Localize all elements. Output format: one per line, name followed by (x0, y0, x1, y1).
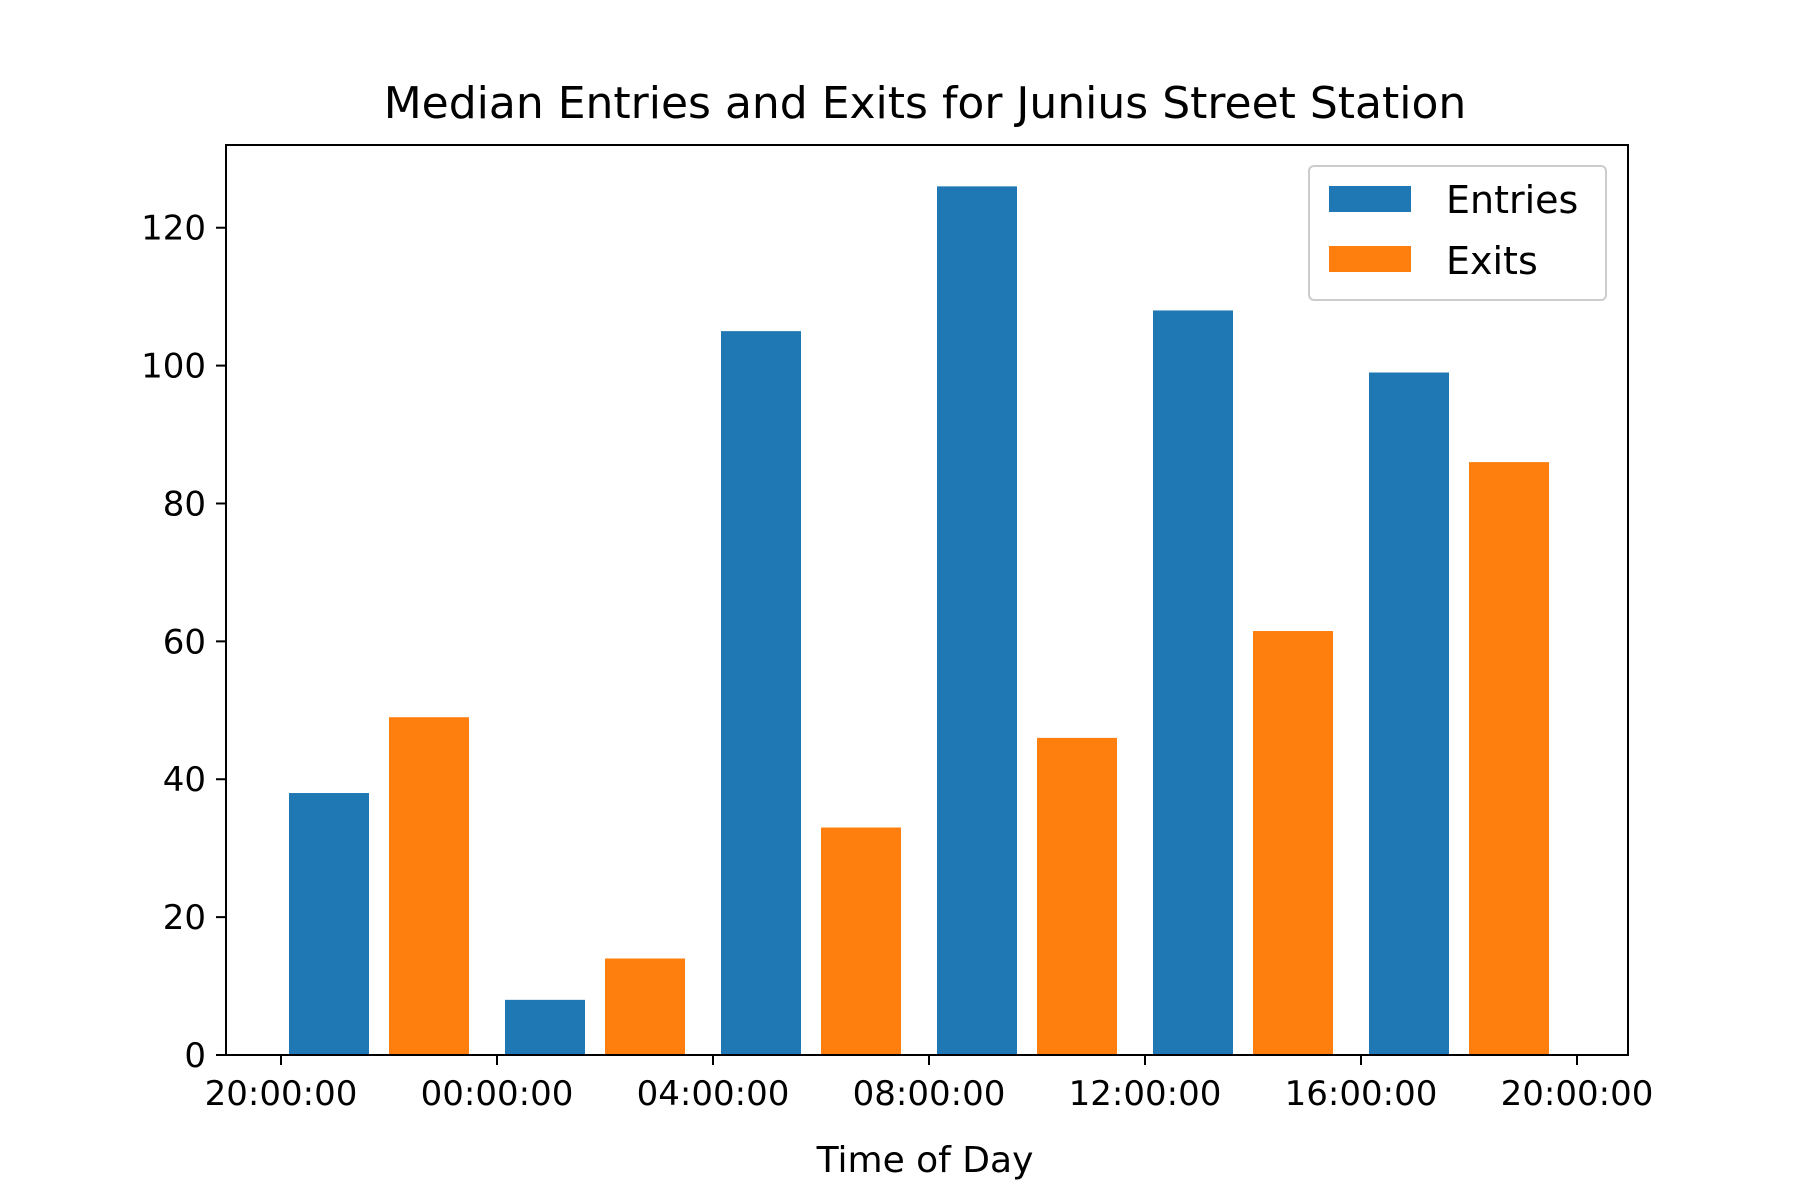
x-tick-label-3: 08:00:00 (853, 1074, 1006, 1114)
bar-entries-5 (1369, 372, 1449, 1055)
y-tick-label-4: 80 (163, 484, 206, 524)
x-axis: 20:00:00 00:00:00 04:00:00 08:00:00 12:00:00… (205, 1055, 1654, 1114)
bar-exits-3 (1037, 737, 1117, 1055)
bar-entries-2 (721, 331, 801, 1055)
bar-exits-0 (389, 717, 469, 1055)
bar-exits-4 (1253, 631, 1333, 1055)
y-tick-label-2: 40 (163, 760, 206, 800)
bar-entries-1 (505, 999, 585, 1055)
bar-entries-4 (1153, 310, 1233, 1055)
y-tick-label-5: 100 (141, 347, 206, 387)
x-tick-label-4: 12:00:00 (1069, 1074, 1222, 1114)
x-tick-label-1: 00:00:00 (421, 1074, 574, 1114)
y-tick-label-1: 20 (163, 898, 206, 938)
bar-entries-0 (289, 793, 369, 1055)
bar-exits-2 (821, 827, 901, 1055)
x-tick-label-0: 20:00:00 (205, 1074, 358, 1114)
legend: Entries Exits (1308, 165, 1607, 301)
legend-label-entries: Entries (1446, 178, 1578, 222)
y-tick-label-6: 120 (141, 209, 206, 249)
y-tick-label-3: 60 (163, 622, 206, 662)
bar-entries-3 (937, 186, 1017, 1055)
y-axis: 0 20 40 60 80 100 120 (141, 209, 226, 1076)
bars-group (289, 186, 1549, 1055)
bar-exits-5 (1469, 462, 1549, 1055)
plot-frame (225, 144, 1629, 1056)
x-tick-label-2: 04:00:00 (637, 1074, 790, 1114)
legend-label-exits: Exits (1446, 239, 1538, 283)
chart-title: Median Entries and Exits for Junius Stre… (384, 78, 1467, 129)
legend-swatch-entries (1329, 186, 1411, 212)
bar-exits-1 (605, 958, 685, 1055)
y-tick-label-0: 0 (184, 1036, 206, 1076)
legend-swatch-exits (1329, 246, 1411, 272)
x-tick-label-6: 20:00:00 (1501, 1074, 1654, 1114)
x-tick-label-5: 16:00:00 (1285, 1074, 1438, 1114)
x-axis-label: Time of Day (816, 1140, 1034, 1181)
